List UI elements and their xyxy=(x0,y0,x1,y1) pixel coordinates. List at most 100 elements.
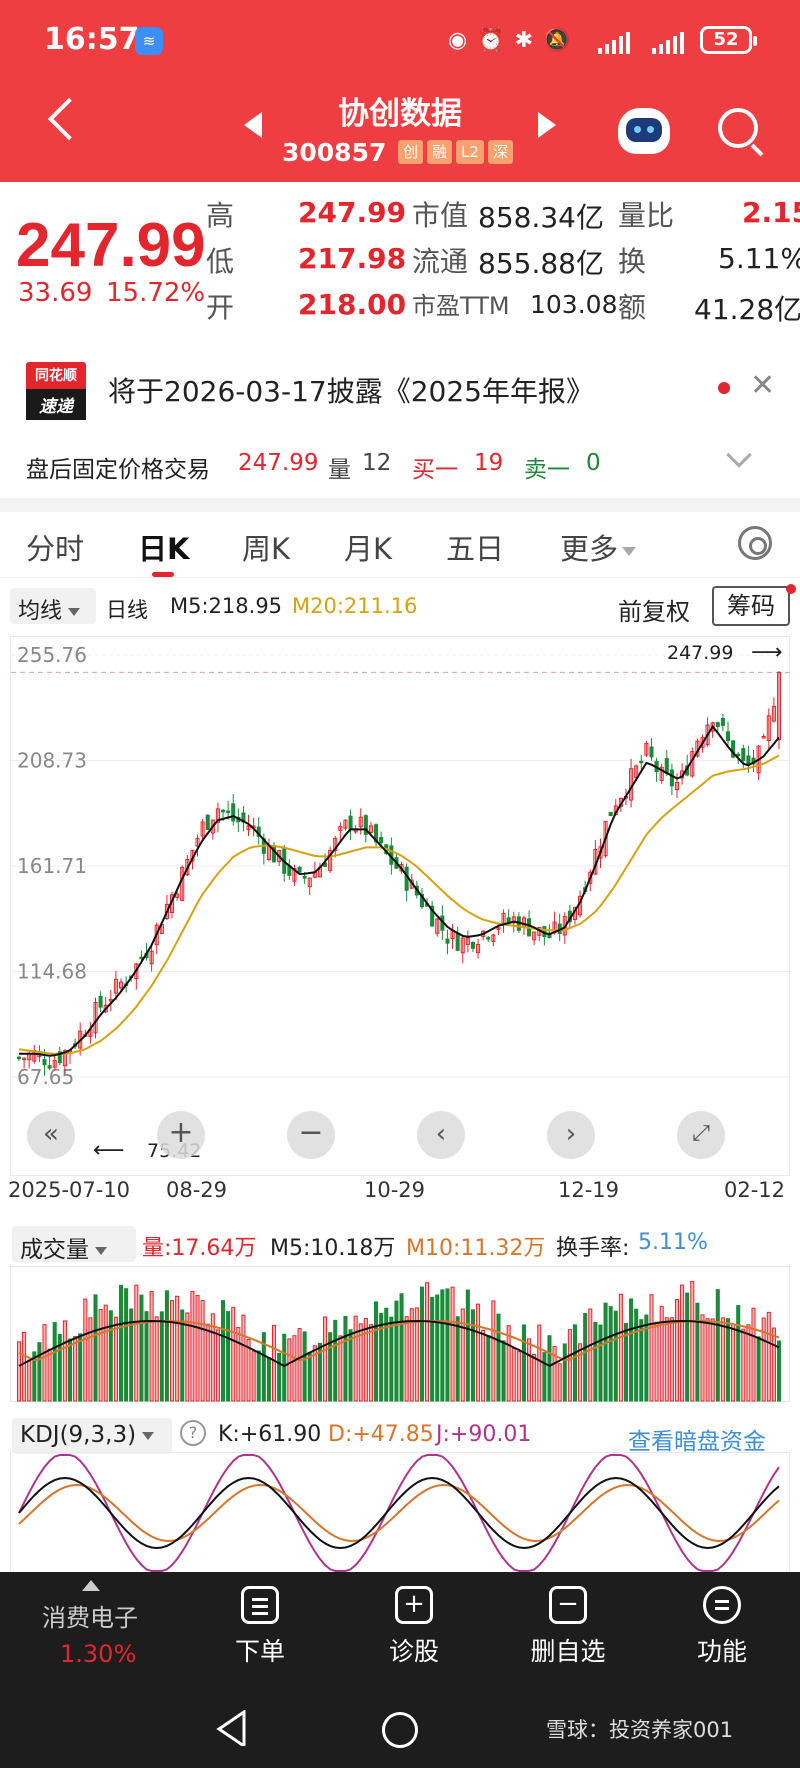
dark-pool-link[interactable]: 查看暗盘资金 xyxy=(628,1429,766,1455)
close-icon[interactable]: ✕ xyxy=(750,368,776,403)
candle xyxy=(149,950,154,965)
tab-intraday[interactable]: 分时 xyxy=(26,532,85,566)
chevron-down-icon[interactable] xyxy=(726,442,752,468)
volume-legend: 成交量 量:17.64万 M5:10.18万 M10:11.32万 换手率: 5… xyxy=(0,1222,800,1264)
volume-bar xyxy=(256,1350,261,1402)
stock-name: 协创数据 xyxy=(338,96,462,132)
y-tick: 255.76 xyxy=(17,643,87,667)
expand-up-icon[interactable] xyxy=(82,1580,100,1591)
candle xyxy=(98,995,103,1008)
news-text[interactable]: 将于2026-03-17披露《2025年年报》 xyxy=(108,375,594,408)
candle xyxy=(736,753,741,757)
diagnose-button[interactable]: + 诊股 xyxy=(354,1586,474,1668)
pan-right-icon[interactable]: › xyxy=(547,1111,595,1159)
volume-bar xyxy=(246,1338,251,1402)
notification-dot xyxy=(786,584,796,594)
system-back-icon[interactable] xyxy=(216,1710,246,1746)
remove-watchlist-button[interactable]: − 删自选 xyxy=(508,1586,628,1668)
y-tick: 161.71 xyxy=(17,854,87,878)
function-button[interactable]: 功能 xyxy=(662,1586,782,1668)
volume-bar xyxy=(593,1321,598,1402)
ma5-value: M5:218.95 xyxy=(170,594,283,618)
kdj-chart[interactable] xyxy=(10,1452,790,1572)
help-icon[interactable]: ? xyxy=(180,1420,206,1446)
zoom-in-icon[interactable]: + xyxy=(157,1111,205,1159)
next-stock-icon[interactable] xyxy=(538,112,556,138)
candle xyxy=(460,937,465,954)
volume-chart[interactable] xyxy=(10,1266,790,1402)
system-home-icon[interactable] xyxy=(382,1712,418,1748)
volume-bar xyxy=(501,1340,506,1402)
kline-chart[interactable]: 255.76 208.73 161.71 114.68 67.65 247.99 ⟶ ⟵… xyxy=(10,636,791,1176)
volume-bar xyxy=(175,1295,180,1402)
volume-bar xyxy=(567,1329,572,1402)
candle xyxy=(363,815,368,835)
prev-stock-icon[interactable] xyxy=(244,112,262,138)
indicator-selector[interactable]: 均线 xyxy=(10,588,96,624)
volume-bar xyxy=(705,1318,710,1402)
low-label: 低 xyxy=(206,245,235,278)
candle xyxy=(741,748,746,761)
volume-bar xyxy=(761,1317,766,1402)
candle xyxy=(486,937,491,940)
search-icon[interactable] xyxy=(718,108,758,148)
candle xyxy=(175,893,180,898)
tab-five-day[interactable]: 五日 xyxy=(446,532,505,566)
volume-bar xyxy=(348,1329,353,1402)
volume-bar xyxy=(113,1316,118,1402)
volume-bar xyxy=(710,1318,715,1402)
volume-bar xyxy=(751,1307,756,1402)
after-hours-row[interactable]: 盘后固定价格交易 247.99 量 12 买一 19 卖一 0 xyxy=(0,432,800,498)
float-label: 流通 xyxy=(412,245,469,278)
settings-icon[interactable] xyxy=(738,526,772,560)
volume-bar xyxy=(164,1290,169,1402)
volume-bar xyxy=(618,1293,623,1402)
news-banner[interactable]: 同花顺 速递 将于2026-03-17披露《2025年年报》 ✕ xyxy=(0,344,800,432)
volume-bar xyxy=(118,1284,124,1402)
order-button[interactable]: 下单 xyxy=(200,1586,320,1668)
volume-bar xyxy=(715,1289,720,1402)
volume-bar xyxy=(470,1309,475,1402)
ah-vol: 12 xyxy=(362,450,392,476)
tag: 创 xyxy=(398,140,424,164)
volume-bar xyxy=(190,1291,195,1402)
tab-weekly-k[interactable]: 周K xyxy=(242,532,291,566)
volume-bar xyxy=(210,1313,215,1402)
volume-selector[interactable]: 成交量 xyxy=(12,1226,136,1263)
chip-distribution-button[interactable]: 筹码 xyxy=(712,586,790,626)
volume-bar xyxy=(771,1327,776,1402)
battery-icon: 52 xyxy=(700,26,757,54)
volume-bar xyxy=(343,1315,348,1402)
candle xyxy=(16,1056,22,1060)
volume-bar xyxy=(685,1292,690,1402)
pan-left-icon[interactable]: ‹ xyxy=(417,1111,465,1159)
back-icon[interactable] xyxy=(47,97,91,141)
volume-bar xyxy=(37,1342,42,1402)
zoom-out-icon[interactable]: − xyxy=(287,1111,335,1159)
volume-bar xyxy=(302,1331,307,1402)
volume-bar xyxy=(562,1343,567,1402)
kdj-selector[interactable]: KDJ(9,3,3) xyxy=(12,1418,172,1454)
volume-value: 量:17.64万 xyxy=(142,1236,257,1261)
sector-name[interactable]: 消费电子 xyxy=(42,1604,138,1632)
tab-daily-k[interactable]: 日K xyxy=(138,532,190,566)
candle xyxy=(766,715,771,741)
tab-monthly-k[interactable]: 月K xyxy=(344,532,393,566)
volume-bar xyxy=(746,1324,751,1402)
low-arrow-icon: ⟵ xyxy=(93,1138,125,1163)
volume-bar xyxy=(557,1363,562,1402)
adjust-mode[interactable]: 前复权 xyxy=(618,598,690,626)
volume-bar xyxy=(317,1342,322,1402)
volume-bar xyxy=(598,1324,603,1402)
rewind-icon[interactable]: « xyxy=(27,1111,75,1159)
volume-bar xyxy=(231,1306,236,1402)
x-axis: 2025-07-10 08-29 10-29 12-19 02-12 xyxy=(0,1176,800,1206)
tab-more[interactable]: 更多 xyxy=(560,526,637,568)
volume-bar xyxy=(338,1335,343,1402)
kdj-legend: KDJ(9,3,3) ? K:+61.90 D:+47.85 J:+90.01 … xyxy=(0,1414,800,1456)
fullscreen-icon[interactable]: ⤢ xyxy=(677,1111,725,1159)
kline-svg: 255.76 208.73 161.71 114.68 67.65 247.99 ⟶ ⟵… xyxy=(11,640,791,1163)
volume-bar xyxy=(180,1309,185,1402)
assistant-robot-icon[interactable] xyxy=(618,108,670,154)
volume-bar xyxy=(674,1299,680,1402)
